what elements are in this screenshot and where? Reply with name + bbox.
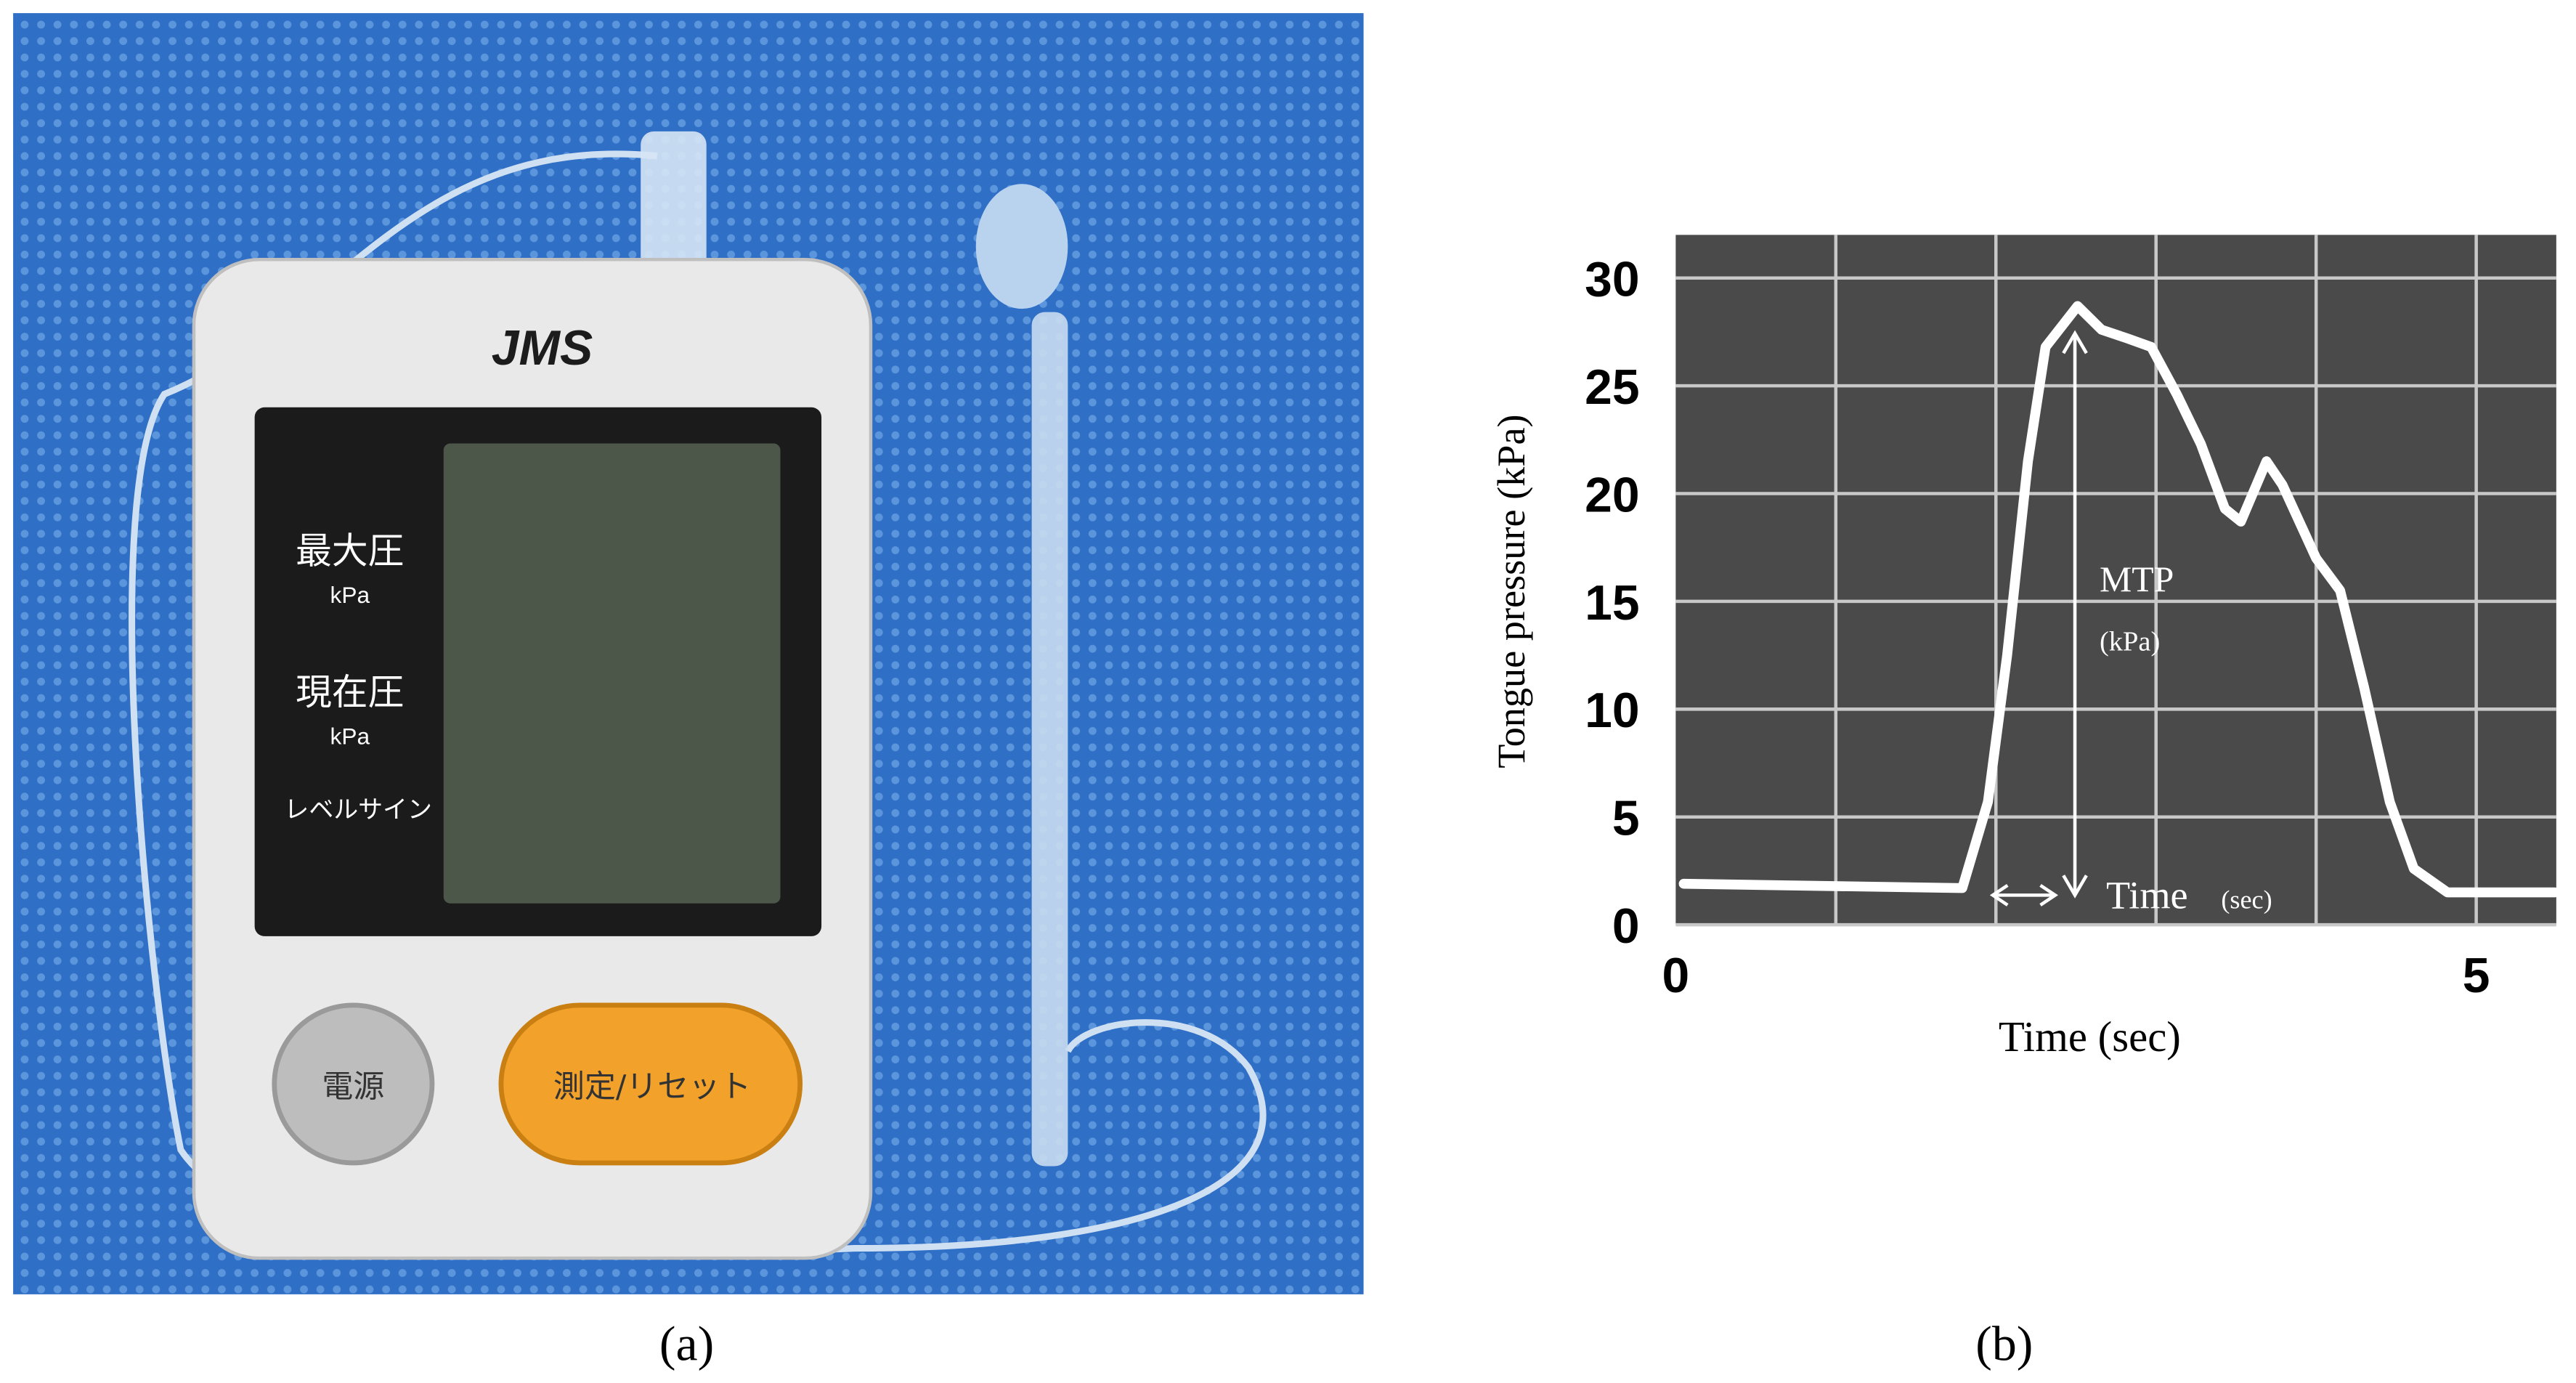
y-tick-label: 15 <box>1585 576 1639 630</box>
time-label: Time <box>2106 873 2188 917</box>
x-tick-label: 0 <box>1662 949 1689 1003</box>
annotations: MTP (kPa) Time (sec) Time (sec) Tongue p… <box>1490 330 2272 1371</box>
x-tick-label: 5 <box>2463 949 2490 1003</box>
lcd <box>443 443 781 904</box>
plot-area <box>1675 235 2556 925</box>
chart: 0 5 10 15 20 25 30 0 5 MTP (kPa) Time (sec) Time… <box>1490 235 2560 1371</box>
mtp-label: MTP <box>2100 559 2174 599</box>
power-button <box>272 1002 435 1166</box>
y-tick-label: 5 <box>1612 792 1640 846</box>
y-tick-label: 30 <box>1585 253 1639 307</box>
y-tick-label: 25 <box>1585 360 1639 415</box>
unit-current: kPa <box>330 723 370 749</box>
data-line <box>1678 301 2560 898</box>
time-unit: (sec) <box>2221 885 2272 914</box>
connector <box>641 131 707 280</box>
caption-b: (b) <box>1975 1316 2033 1371</box>
y-axis-title: Tongue pressure (kPa) <box>1490 414 1533 768</box>
photo: JMS 最大圧 kPa 現在圧 kPa レベルサイン 電源 測定/リセット (a… <box>13 13 1364 1371</box>
mtp-unit: (kPa) <box>2100 626 2160 657</box>
y-tick-label: 0 <box>1612 899 1640 954</box>
probe-bulb <box>975 184 1068 309</box>
caption-a: (a) <box>659 1316 714 1371</box>
label-max: 最大圧 <box>296 530 404 572</box>
probe-tube <box>1031 312 1068 1167</box>
unit-max: kPa <box>330 582 370 608</box>
measure-button <box>498 1002 803 1166</box>
x-axis-title: Time (sec) <box>1999 1013 2181 1060</box>
mtp-arrow-heads <box>2062 330 2088 899</box>
y-tick-label: 10 <box>1585 684 1639 738</box>
measure-label: 測定/リセット <box>553 1069 751 1106</box>
brand: JMS <box>492 321 593 376</box>
label-level: レベルサイン <box>284 795 431 824</box>
power-label: 電源 <box>322 1069 384 1106</box>
label-current: 現在圧 <box>296 671 404 713</box>
y-tick-label: 20 <box>1585 468 1639 522</box>
time-arrow-heads <box>1989 883 2058 907</box>
